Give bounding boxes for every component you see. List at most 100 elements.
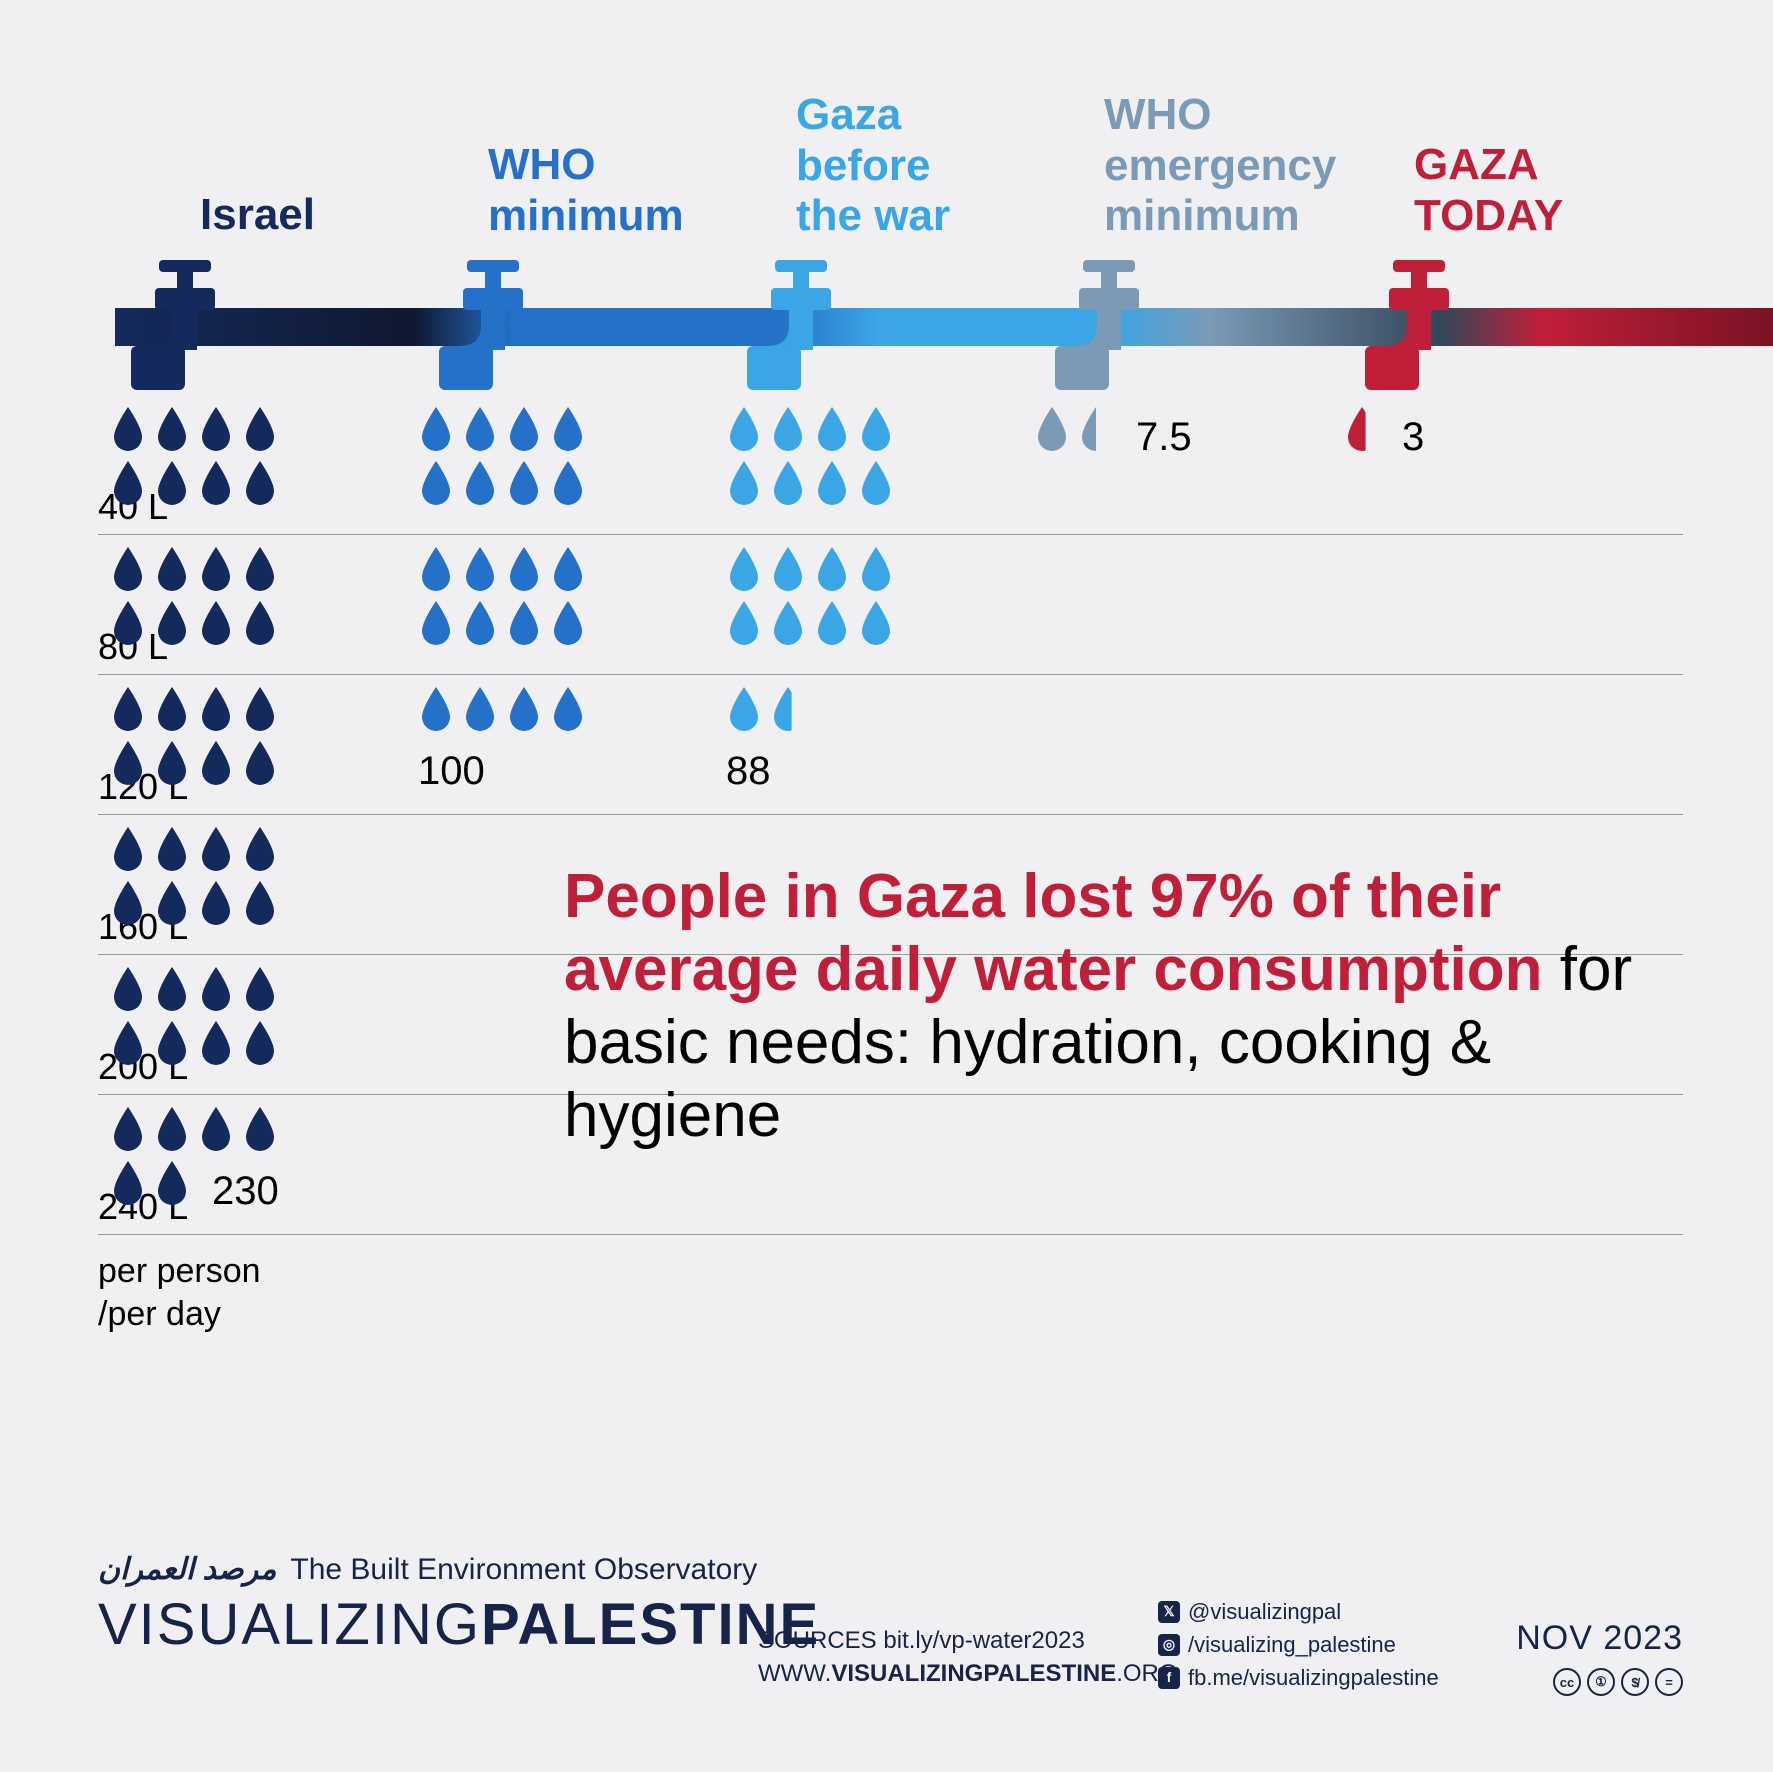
pipe-gradient [115,308,1773,346]
infographic-canvas: Israel WHOminimum Gazabeforethe war WHOemer… [0,0,1773,1772]
drop-grid [726,685,916,733]
column-label-who_emg: WHOemergencyminimum [1104,90,1336,242]
water-drop-icon [154,879,190,927]
social-twitter: 𝕏@visualizingpal [1158,1595,1439,1628]
website-line: WWW.VISUALIZINGPALESTINE.ORG [758,1658,1178,1690]
drop-grid [110,545,300,647]
water-drop-icon [550,599,586,647]
water-drop-icon [418,545,454,593]
water-drop-icon [242,739,278,787]
water-drop-icon [726,459,762,507]
water-drop-icon [814,459,850,507]
data-row: 80 L [98,535,1683,675]
water-drop-icon [198,685,234,733]
water-drop-icon [110,965,146,1013]
water-drop-icon [726,685,762,733]
water-drop-icon [462,599,498,647]
water-drop-icon [198,545,234,593]
drop-cell-israel [110,545,370,647]
facebook-icon: f [1158,1667,1180,1689]
cc-badge-nc: $̸ [1621,1668,1649,1696]
water-drop-icon [110,405,146,453]
drop-grid [110,825,300,927]
water-drop-icon [814,599,850,647]
water-drop-icon [110,685,146,733]
cc-badge-by: ① [1587,1668,1615,1696]
drop-grid [110,685,300,787]
water-drop-icon [550,405,586,453]
water-drop-icon [418,685,454,733]
water-drop-icon [242,685,278,733]
value-label-gaza_pre: 88 [726,749,771,794]
water-drop-icon [242,599,278,647]
water-drop-icon [110,545,146,593]
water-drop-icon [506,599,542,647]
water-drop-icon [198,1105,234,1153]
vp-logo-light: VISUALIZING [98,1592,481,1657]
drop-cell-who_min: 100 [418,685,678,733]
column-label-israel: Israel [200,190,315,241]
water-drop-icon [858,545,894,593]
water-drop-icon [198,1019,234,1067]
water-drop-icon [726,599,762,647]
water-drop-icon [242,405,278,453]
drop-cell-gaza_pre [726,545,986,647]
value-label-gaza_now: 3 [1402,415,1424,460]
water-drop-icon [110,459,146,507]
water-drop-icon [550,545,586,593]
drop-cell-gaza_now: 3 [1344,405,1604,453]
water-drop-icon [154,459,190,507]
drop-grid [1344,405,1534,453]
water-drop-icon [110,1019,146,1067]
water-drop-icon [242,965,278,1013]
twitter-icon: 𝕏 [1158,1601,1180,1623]
drop-cell-gaza_pre [726,405,986,507]
sources-line: SOURCES bit.ly/vp-water2023 [758,1625,1178,1657]
value-label-israel: 230 [212,1169,279,1214]
water-drop-icon [418,405,454,453]
drop-cell-israel: 230 [110,1105,370,1207]
drop-grid [726,545,916,647]
social-block: 𝕏@visualizingpal ◎/visualizing_palestine… [1158,1595,1439,1694]
column-label-gaza_pre: Gazabeforethe war [796,90,950,242]
drop-cell-who_emg: 7.5 [1034,405,1294,453]
water-drop-icon [110,599,146,647]
drop-cell-who_min [418,405,678,507]
water-drop-icon [462,459,498,507]
water-drop-icon [1034,405,1070,453]
drop-grid [726,405,916,507]
water-drop-icon [242,825,278,873]
water-drop-partial-icon [1078,405,1114,453]
drop-grid [1034,405,1224,453]
tap-icon-israel [115,260,255,395]
water-drop-icon [814,405,850,453]
water-drop-icon [418,459,454,507]
pipe-row [115,260,1773,380]
tap-icon-who_emg [1039,260,1179,395]
sources-block: SOURCES bit.ly/vp-water2023 WWW.VISUALIZ… [758,1625,1178,1690]
drop-cell-who_min [418,545,678,647]
water-drop-icon [462,545,498,593]
water-drop-icon [198,739,234,787]
water-drop-icon [154,685,190,733]
footer: مرصد العمران The Built Environment Obser… [98,1552,1683,1702]
tap-icon-gaza_pre [731,260,871,395]
water-drop-icon [462,405,498,453]
tap-icon-who_min [423,260,563,395]
water-drop-icon [198,879,234,927]
water-drop-icon [198,599,234,647]
cc-badge-cc: cc [1553,1668,1581,1696]
water-drop-icon [858,599,894,647]
water-drop-icon [198,965,234,1013]
water-drop-icon [154,739,190,787]
drop-grid [110,965,300,1067]
publish-date: NOV 2023 [1516,1619,1683,1658]
water-drop-icon [242,545,278,593]
column-label-who_min: WHOminimum [488,140,684,241]
observatory-english: The Built Environment Observatory [290,1553,757,1587]
water-drop-icon [506,685,542,733]
drop-grid [418,545,608,647]
observatory-arabic: مرصد العمران [98,1552,276,1587]
axis-note-line2: /per day [98,1293,261,1336]
water-drop-icon [198,459,234,507]
